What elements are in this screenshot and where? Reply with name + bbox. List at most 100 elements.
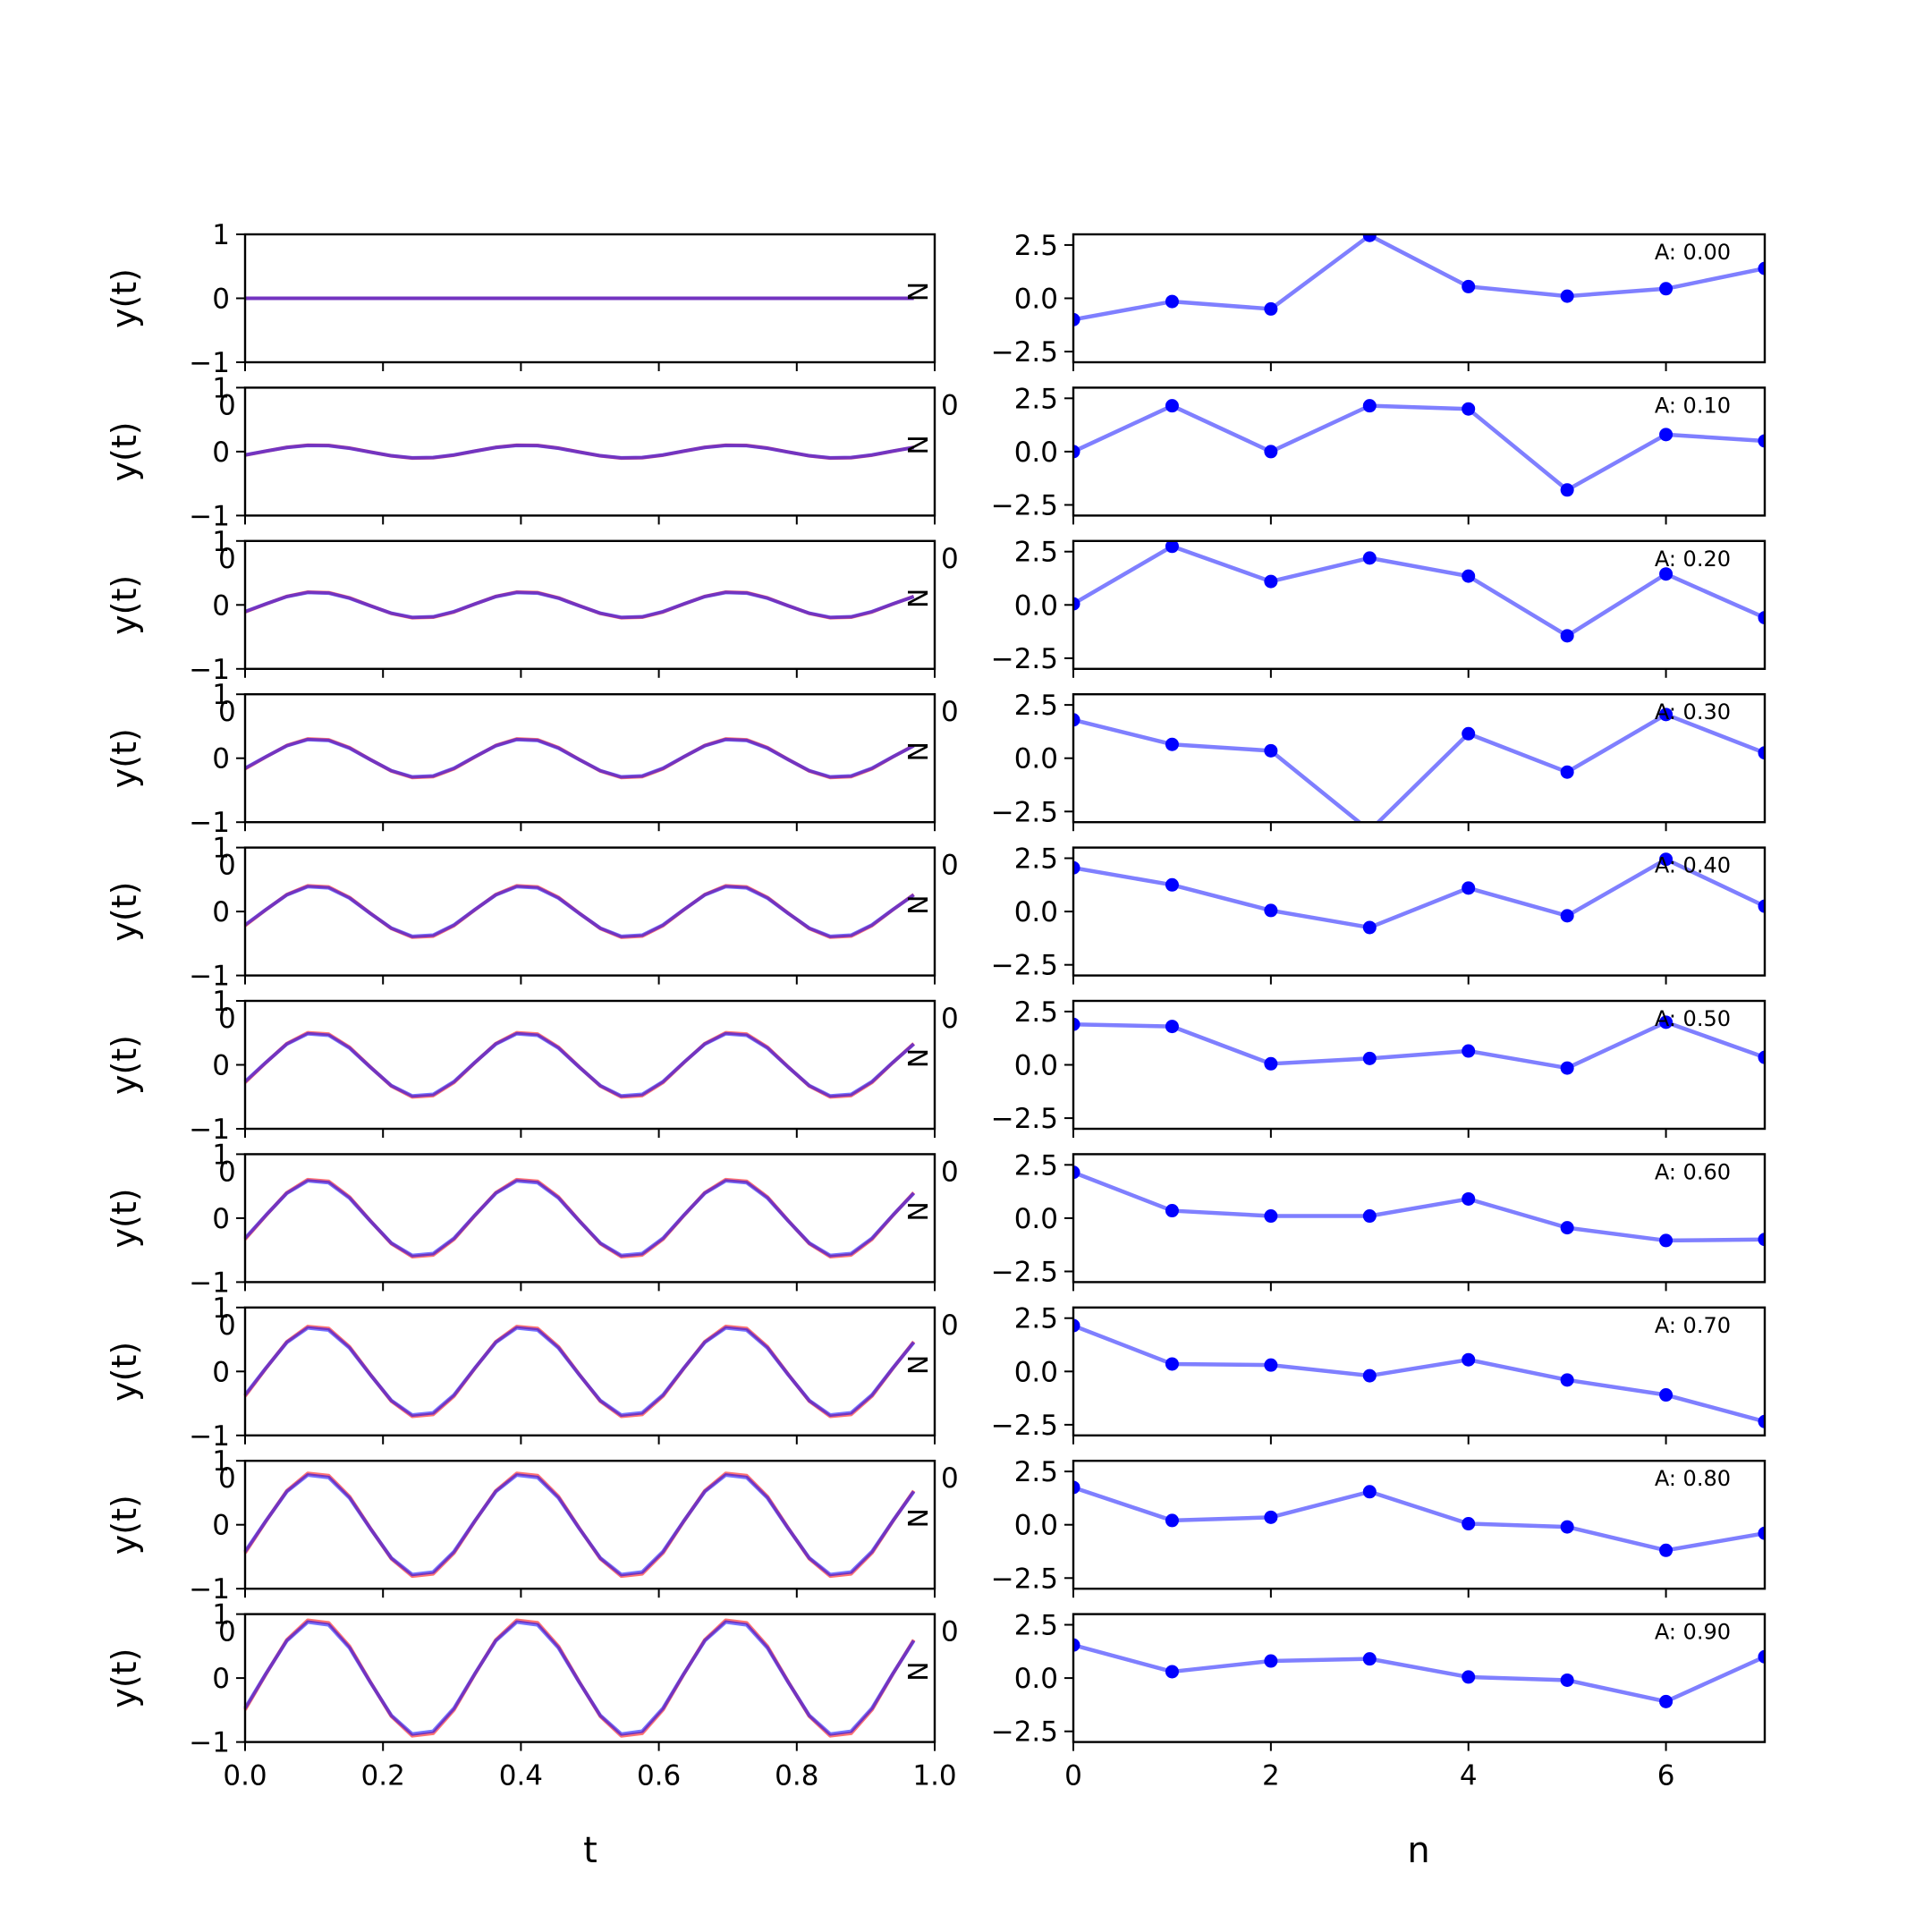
y-tick-label: 1	[212, 219, 230, 251]
rotated-n-label: N	[901, 1661, 932, 1681]
right-plot-area	[1073, 540, 1765, 643]
y-tick-label: 2.5	[1014, 996, 1058, 1029]
data-point	[1363, 824, 1377, 837]
y-tick-label: −2.5	[991, 796, 1058, 828]
right-subplot-5: −2.5 0.0 2.5 A: 0.50	[991, 996, 1767, 1138]
data-point	[1362, 1051, 1377, 1065]
y-tick-label: −2.5	[991, 1256, 1058, 1288]
x-tick-label: 1.0	[912, 1760, 956, 1792]
y-tick-label: −2.5	[991, 1410, 1058, 1442]
overlap-tick-right: 0	[941, 696, 959, 728]
data-point	[1165, 877, 1179, 892]
y-axis-label: y(t)	[105, 728, 144, 788]
y-tick-label: −1	[189, 1114, 230, 1146]
data-point	[1264, 1654, 1278, 1668]
y-axis-label: y(t)	[105, 1648, 144, 1708]
data-point	[1758, 1233, 1765, 1247]
overlap-tick-left: 0	[218, 1462, 236, 1495]
data-point	[1073, 312, 1080, 326]
right-subplot-9: −2.5 0.0 2.5 0 2 4 6 A: 0.90	[991, 1610, 1767, 1792]
data-point	[1073, 1638, 1080, 1652]
y-tick-label: 2.5	[1014, 230, 1058, 262]
overlap-tick-left: 0	[218, 543, 236, 575]
data-point	[1462, 1517, 1476, 1531]
left-axes-frame	[243, 999, 936, 1131]
x-tick-label: 0	[1064, 1760, 1082, 1792]
y-tick-label: 1	[212, 526, 230, 558]
y-tick-label: −1	[189, 500, 230, 532]
data-point	[1462, 1670, 1476, 1684]
right-plot-area	[1073, 708, 1765, 837]
y-tick-label: −2.5	[991, 643, 1058, 675]
data-point	[1073, 1480, 1080, 1495]
data-point	[1073, 445, 1080, 459]
data-point	[1165, 399, 1179, 413]
data-point	[1758, 1414, 1765, 1428]
overlap-tick-right: 0	[941, 389, 959, 421]
x-tick-label: 0.6	[637, 1760, 681, 1792]
series-line	[1073, 403, 1765, 493]
y-tick-label: 2.5	[1014, 843, 1058, 876]
data-point	[1264, 903, 1278, 918]
left-axes-frame	[243, 693, 936, 824]
data-point	[1462, 402, 1476, 416]
y-tick-label: 1	[212, 1292, 230, 1325]
overlap-tick-right: 0	[941, 543, 959, 575]
y-tick-label: −2.5	[991, 1716, 1058, 1749]
x-tick-label: 0.4	[499, 1760, 543, 1792]
data-point	[1462, 569, 1476, 583]
series-line	[1073, 1323, 1765, 1424]
right-subplot-1: −2.5 0.0 2.5 A: 0.10	[991, 383, 1767, 525]
overlap-tick-left: 0	[218, 1309, 236, 1342]
data-point	[1560, 1221, 1574, 1235]
rotated-n-label: N	[901, 1355, 932, 1375]
y-tick-label: 0.0	[1014, 1356, 1058, 1388]
y-tick-label: 0.0	[1014, 743, 1058, 775]
right-plot-area	[1073, 1318, 1765, 1428]
series-line	[1073, 712, 1765, 823]
data-point	[1560, 909, 1574, 923]
amplitude-label: A: 0.00	[1655, 240, 1731, 265]
y-tick-label: 1	[212, 833, 230, 865]
right-subplot-7: −2.5 0.0 2.5 A: 0.70	[991, 1303, 1767, 1445]
right-subplot-6: −2.5 0.0 2.5 A: 0.60	[991, 1149, 1767, 1292]
data-point	[1659, 852, 1674, 867]
data-point	[1264, 1510, 1278, 1524]
left-axes-frame	[243, 1613, 936, 1743]
data-point	[1659, 1388, 1674, 1402]
signal-line-a	[244, 737, 915, 779]
rotated-n-label: N	[901, 741, 932, 761]
overlap-tick-right: 0	[941, 1309, 959, 1342]
data-point	[1264, 1358, 1278, 1372]
data-point	[1264, 743, 1278, 758]
signal-line-a	[243, 1179, 916, 1258]
data-point	[1165, 1020, 1179, 1034]
data-point	[1073, 1318, 1080, 1333]
y-tick-label: 0	[212, 1203, 230, 1235]
y-tick-label: −1	[189, 654, 230, 686]
amplitude-label: A: 0.60	[1655, 1159, 1731, 1184]
y-tick-label: 2.5	[1014, 1610, 1058, 1642]
right-subplot-0: −2.5 0.0 2.5 A: 0.00	[991, 230, 1767, 371]
y-tick-label: 0.0	[1014, 1663, 1058, 1695]
overlap-tick-right: 0	[941, 1462, 959, 1495]
data-point	[1073, 713, 1080, 727]
amplitude-label: A: 0.70	[1655, 1313, 1731, 1338]
x-tick-label: 2	[1262, 1760, 1280, 1792]
y-tick-label: 0	[212, 1510, 230, 1542]
rotated-n-label: N	[901, 435, 932, 454]
data-point	[1264, 574, 1278, 589]
right-plot-area	[1073, 234, 1765, 326]
data-point	[1165, 1513, 1179, 1528]
data-point	[1165, 1357, 1179, 1371]
data-point	[1362, 399, 1377, 413]
data-point	[1659, 567, 1674, 581]
data-point	[1462, 1044, 1476, 1058]
right-plot-area	[1073, 852, 1765, 935]
data-point	[1362, 1485, 1377, 1499]
